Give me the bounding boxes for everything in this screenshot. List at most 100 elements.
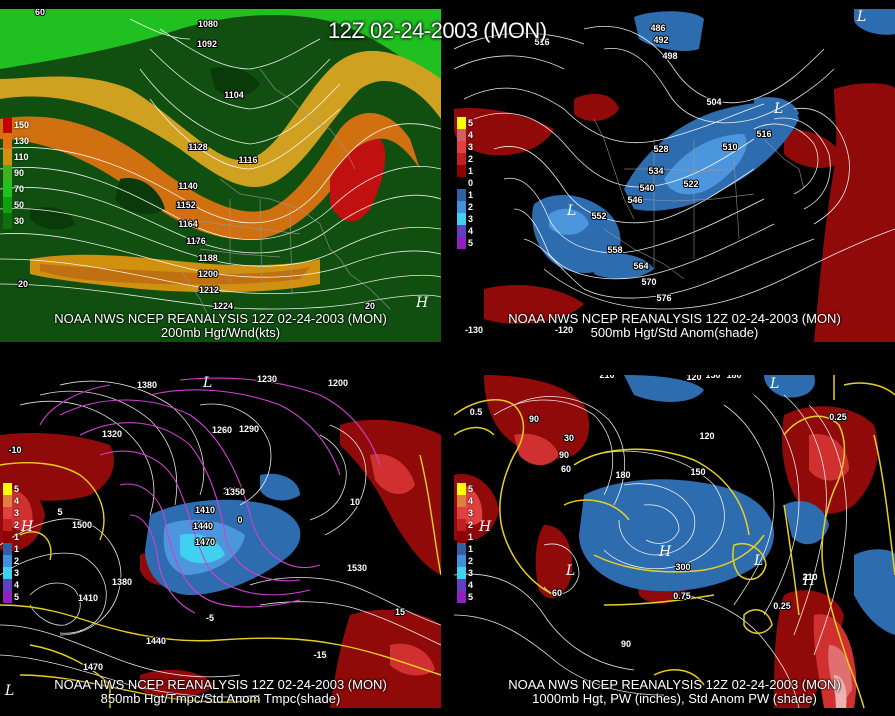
contour-label: 1320 [102, 429, 122, 439]
contour-label: 0.25 [829, 412, 847, 422]
contour-label: 522 [683, 179, 698, 189]
color-legend [457, 117, 466, 249]
legend-swatch [457, 153, 466, 165]
contour-label: 1104 [224, 90, 244, 100]
contour-label: 1500 [72, 520, 92, 530]
legend-labels: 150 130 110 90 70 50 30 [14, 117, 29, 229]
legend-swatch [3, 197, 12, 213]
legend-swatch [3, 567, 12, 579]
contour-label: 120 [699, 431, 714, 441]
contour-label: 504 [706, 97, 721, 107]
contour-label: 1128 [188, 142, 208, 152]
legend-swatch [457, 213, 466, 225]
contour-label: 0.25 [773, 601, 791, 611]
contour-label: 1152 [176, 200, 196, 210]
contour-label: 1092 [197, 39, 217, 49]
legend-swatch [457, 591, 466, 603]
contour-label: 300 [675, 562, 690, 572]
legend-label: 2 [14, 520, 20, 530]
legend-swatch [457, 495, 466, 507]
legend-label: 5 [468, 238, 474, 248]
legend-swatch [3, 507, 12, 519]
legend-swatch [457, 579, 466, 591]
low-center-marker: L [753, 553, 763, 569]
legend-swatch [457, 567, 466, 579]
contour-label: 0.5 [470, 407, 483, 417]
legend-label: 3 [468, 508, 474, 518]
legend-label: 1 [14, 532, 20, 542]
contour-label: 180 [615, 470, 630, 480]
low-center-marker: L [566, 203, 576, 219]
legend-swatch [3, 117, 12, 133]
contour-label: 0.75 [673, 591, 691, 601]
legend-label: 3 [468, 214, 474, 224]
legend-label: 30 [14, 216, 25, 226]
legend-swatch [3, 531, 12, 543]
contour-label: 1290 [239, 424, 259, 434]
contour-label: 1116 [238, 155, 257, 165]
contour-label: 1188 [198, 253, 218, 263]
contour-label: 1164 [178, 219, 198, 229]
contour-label: 60 [35, 9, 45, 17]
legend-swatch [457, 201, 466, 213]
legend-swatch [457, 483, 466, 495]
contour-label: 60 [561, 464, 571, 474]
contour-label: 30 [564, 433, 574, 443]
legend-label: 5 [14, 484, 20, 494]
contour-label: 540 [639, 183, 654, 193]
legend-swatch [457, 117, 466, 129]
contour-label: 150 [690, 467, 705, 477]
color-legend [457, 483, 466, 603]
legend-label: 3 [14, 568, 20, 578]
contour-label: 210 [599, 375, 614, 380]
contour-label: 20 [365, 301, 375, 311]
low-center-marker: L [202, 375, 212, 391]
legend-label: 3 [468, 142, 474, 152]
legend-swatch [3, 181, 12, 197]
contour-label: 1224 [213, 301, 233, 311]
contour-label: 1230 [257, 375, 277, 384]
legend-label: 110 [14, 152, 29, 162]
legend-label: 90 [14, 168, 25, 178]
contour-label: -10 [8, 445, 21, 455]
contour-label: 1212 [199, 285, 219, 295]
legend-label: 70 [14, 184, 25, 194]
contour-label: 1470 [195, 537, 215, 547]
contour-label: 1380 [112, 577, 132, 587]
legend-swatch [3, 133, 12, 149]
map-850mb: 1380 1320 1290 1260 1230 1200 1350 1410 … [0, 375, 441, 708]
legend-label: 2 [468, 520, 474, 530]
legend-swatch [457, 543, 466, 555]
contour-label: 534 [648, 166, 663, 176]
contour-label: 1470 [83, 662, 103, 672]
legend-swatch [457, 189, 466, 201]
legend-swatch [457, 507, 466, 519]
legend-label: 1 [468, 532, 474, 542]
legend-label: 1 [468, 544, 474, 554]
contour-label: 1410 [78, 593, 98, 603]
panel-500mb: 486 492 498 504 510 516 522 528 534 540 … [454, 9, 895, 342]
legend-swatch [3, 165, 12, 181]
low-center-marker: L [773, 101, 783, 117]
legend-label: 5 [468, 118, 474, 128]
legend-label: 1 [468, 190, 474, 200]
low-center-marker: H [802, 573, 816, 589]
legend-swatch [3, 543, 12, 555]
contour-label: 120 [686, 375, 701, 382]
contour-label: 564 [633, 261, 648, 271]
legend-label: 2 [468, 154, 474, 164]
legend-label: 4 [468, 580, 474, 590]
legend-label: 150 [14, 120, 30, 130]
contour-label: 1350 [223, 486, 243, 496]
contour-label: 516 [534, 37, 549, 47]
legend-swatch [3, 519, 12, 531]
contour-label: 5 [57, 507, 62, 517]
legend-swatch [457, 225, 466, 237]
legend-swatch [3, 579, 12, 591]
low-center-marker: L [565, 563, 575, 579]
high-center-marker: H [20, 519, 34, 535]
legend-label: 4 [14, 580, 20, 590]
contour-label: 90 [621, 639, 631, 649]
contour-label: 1200 [328, 378, 348, 388]
contour-label: 498 [662, 51, 677, 61]
